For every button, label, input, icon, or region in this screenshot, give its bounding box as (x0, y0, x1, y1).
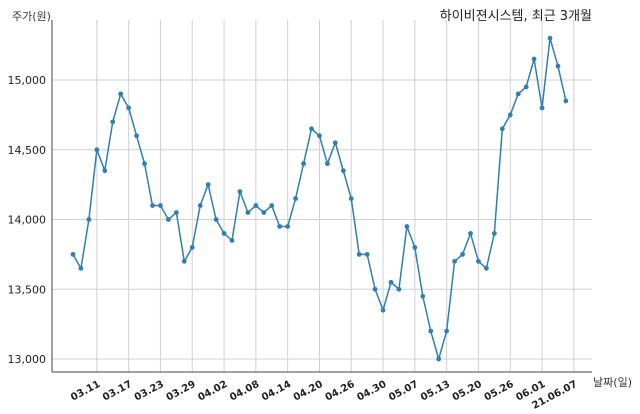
y-tick-label: 13,000 (8, 353, 47, 366)
data-point (491, 231, 497, 236)
data-point (213, 217, 219, 222)
data-point (189, 245, 195, 250)
data-point (507, 112, 513, 118)
data-point (372, 286, 378, 292)
data-point (158, 203, 163, 208)
data-point (340, 168, 346, 174)
data-point (261, 210, 267, 215)
data-point (285, 224, 291, 229)
data-point (499, 126, 505, 132)
chart-title: 하이비젼시스템, 최근 3개월 (439, 9, 592, 24)
data-point (150, 203, 155, 208)
x-tick-label: 04.30 (355, 379, 388, 404)
data-point (484, 265, 489, 271)
y-axis-label: 주가(원) (12, 10, 51, 23)
data-point (396, 286, 402, 292)
data-point (253, 203, 259, 208)
y-tick-label: 15,000 (8, 74, 47, 87)
data-point (110, 119, 116, 125)
data-point (293, 196, 298, 201)
x-tick-label: 04.20 (292, 379, 325, 404)
data-point (317, 133, 322, 139)
data-point (452, 258, 457, 264)
data-point (420, 293, 426, 299)
x-tick-label: 04.02 (196, 379, 229, 404)
data-point (229, 238, 235, 243)
x-tick-label: 05.13 (419, 379, 452, 404)
x-tick-label: 04.26 (324, 379, 357, 404)
data-point (539, 105, 545, 111)
data-point (301, 161, 306, 167)
data-point (118, 91, 124, 97)
data-point (547, 35, 553, 41)
data-point (237, 189, 243, 195)
x-tick-label: 05.20 (451, 379, 484, 404)
data-point (404, 224, 410, 229)
x-tick-label: 03.29 (165, 379, 198, 404)
data-point (460, 251, 465, 257)
data-point (325, 161, 330, 167)
data-point (428, 328, 434, 334)
data-point (142, 161, 147, 167)
data-point (245, 210, 251, 215)
x-tick-label: 03.17 (101, 379, 134, 404)
x-tick-label: 05.26 (483, 379, 516, 404)
data-point (348, 196, 354, 201)
x-tick-label: 04.08 (228, 379, 261, 404)
data-point (205, 182, 211, 188)
data-point (166, 217, 171, 222)
data-point (563, 98, 569, 104)
data-point (277, 224, 283, 229)
x-tick-label: 03.11 (69, 379, 102, 404)
data-point (364, 251, 370, 257)
data-point (468, 231, 473, 236)
data-point (412, 245, 418, 250)
data-point (555, 63, 561, 69)
data-point (531, 56, 537, 62)
data-point (197, 203, 203, 208)
data-point (269, 203, 275, 208)
x-tick-label: 05.07 (387, 379, 420, 404)
data-point (380, 307, 386, 313)
data-point (70, 251, 76, 257)
data-point (181, 258, 187, 264)
x-tick-label: 04.14 (260, 379, 293, 404)
y-tick-label: 13,500 (8, 283, 47, 296)
data-point (388, 279, 394, 285)
data-point (436, 356, 442, 362)
y-tick-label: 14,500 (8, 144, 47, 157)
y-tick-label: 14,000 (8, 214, 47, 227)
data-point (102, 168, 108, 174)
data-point (332, 140, 338, 146)
x-tick-label: 03.23 (133, 379, 166, 404)
data-point (515, 91, 521, 97)
x-axis-label: 날짜(일) (593, 376, 632, 389)
data-point (476, 258, 481, 264)
data-point (134, 133, 140, 139)
data-point (356, 251, 362, 257)
data-point (221, 231, 227, 236)
data-point (86, 217, 92, 222)
data-point (78, 265, 84, 271)
data-point (444, 328, 450, 334)
data-point (309, 126, 314, 132)
data-point (523, 84, 529, 90)
data-point (173, 210, 179, 215)
data-point (126, 105, 132, 111)
data-point (94, 147, 100, 153)
